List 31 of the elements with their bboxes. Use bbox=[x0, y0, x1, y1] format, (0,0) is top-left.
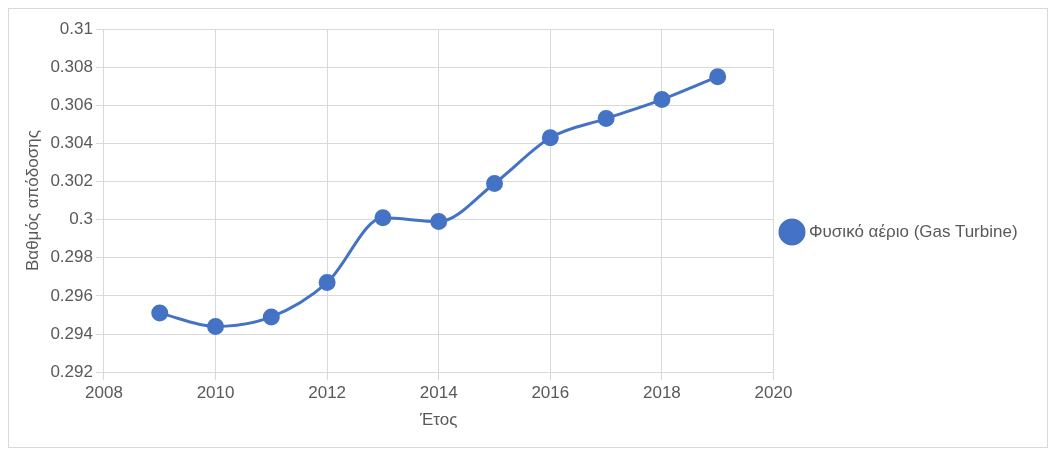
y-tick-label: 0.302 bbox=[50, 171, 93, 191]
y-tick-label: 0.31 bbox=[59, 18, 93, 38]
x-tick-label: 2012 bbox=[308, 383, 347, 403]
point bbox=[430, 213, 448, 231]
x-tick-label: 2010 bbox=[196, 383, 235, 403]
x-tick-label: 2008 bbox=[85, 383, 123, 403]
point bbox=[541, 129, 559, 147]
y-tick-label: 0.298 bbox=[50, 247, 93, 267]
point bbox=[318, 274, 336, 292]
point bbox=[653, 91, 671, 109]
x-tick-label: 2020 bbox=[754, 383, 793, 403]
y-tick-label: 0.292 bbox=[50, 361, 93, 381]
x-tick-label: 2016 bbox=[531, 383, 570, 403]
point bbox=[709, 68, 727, 86]
legend-label: Φυσικό αέριο (Gas Turbine) bbox=[809, 221, 1018, 241]
point bbox=[207, 317, 225, 335]
x-axis-title: Έτος bbox=[418, 410, 458, 430]
y-tick-label: 0.3 bbox=[69, 209, 93, 229]
point bbox=[262, 308, 280, 326]
x-tick-label: 2014 bbox=[419, 383, 458, 403]
y-tick-label: 0.308 bbox=[50, 56, 93, 76]
point bbox=[486, 174, 504, 192]
point bbox=[151, 304, 169, 322]
y-axis-title: Βαθμός απόδοσης bbox=[22, 130, 42, 272]
y-tick-label: 0.306 bbox=[50, 94, 93, 114]
y-tick-label: 0.294 bbox=[50, 323, 93, 343]
x-tick-label: 2018 bbox=[642, 383, 681, 403]
point bbox=[374, 209, 392, 227]
point bbox=[597, 110, 615, 128]
y-tick-label: 0.304 bbox=[50, 133, 93, 153]
y-tick-label: 0.296 bbox=[50, 285, 93, 305]
